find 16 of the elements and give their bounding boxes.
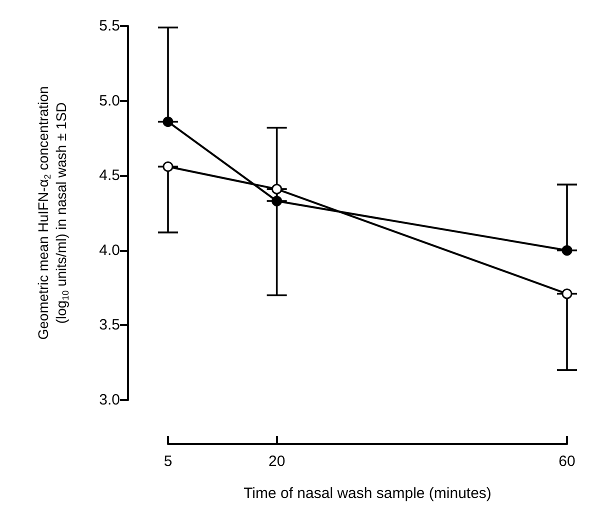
- y-tick-label: 3.0: [99, 392, 120, 408]
- point: [562, 245, 572, 256]
- y-tick-label: 5.0: [99, 92, 120, 110]
- x-tick-label: 20: [268, 453, 286, 470]
- y-tick-label: 4.0: [99, 242, 120, 259]
- point: [162, 161, 174, 172]
- point: [562, 288, 572, 300]
- x-tick-label: 5: [164, 453, 172, 470]
- point: [162, 116, 174, 127]
- x-axis-title: Time of nasal wash sample (minutes): [244, 485, 492, 502]
- x-tick-label: 60: [558, 453, 576, 470]
- y-tick-label: 5.5: [99, 18, 120, 34]
- y-tick-label: 3.5: [99, 316, 120, 334]
- point: [272, 196, 282, 206]
- point: [272, 184, 282, 194]
- y-tick-label: 4.5: [99, 167, 120, 184]
